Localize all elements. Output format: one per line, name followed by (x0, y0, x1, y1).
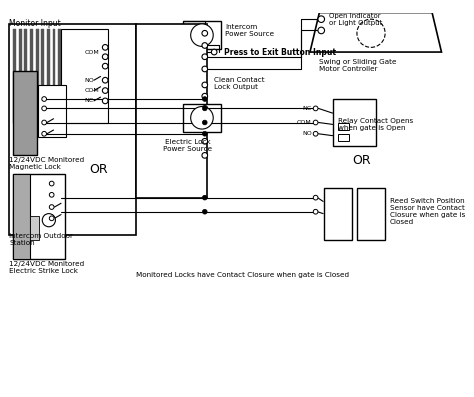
Bar (13, 210, 41, 231)
Circle shape (102, 44, 108, 50)
Bar (19, 29, 22, 123)
Circle shape (49, 193, 54, 197)
Text: 12/24VDC Monitored
Electric Strike Lock: 12/24VDC Monitored Electric Strike Lock (9, 260, 85, 274)
Text: Swing or Sliding Gate
Motor Controller: Swing or Sliding Gate Motor Controller (319, 59, 397, 71)
Text: NC: NC (84, 98, 94, 103)
Text: COM: COM (84, 50, 99, 54)
Circle shape (191, 106, 213, 129)
Circle shape (202, 119, 208, 125)
Bar (9, 24, 136, 235)
Bar (338, 123, 349, 130)
Text: OR: OR (352, 154, 371, 167)
Circle shape (202, 106, 207, 111)
Bar (30, 29, 33, 123)
Bar (53, 29, 55, 123)
Circle shape (102, 88, 108, 93)
Polygon shape (310, 13, 441, 52)
Circle shape (313, 106, 318, 111)
Bar (47, 29, 50, 123)
Bar (183, 104, 221, 132)
Circle shape (102, 98, 108, 104)
Text: Intercom
Power Source: Intercom Power Source (226, 24, 274, 37)
Bar (13, 174, 65, 259)
Circle shape (202, 96, 207, 101)
Circle shape (202, 31, 208, 36)
Bar (357, 188, 385, 240)
Circle shape (202, 66, 208, 72)
Circle shape (49, 216, 54, 221)
Bar (37, 85, 66, 137)
Circle shape (202, 42, 208, 48)
Circle shape (42, 120, 46, 125)
Circle shape (202, 93, 208, 99)
Text: 12/24VDC Monitored
Magnetic Lock: 12/24VDC Monitored Magnetic Lock (9, 157, 85, 170)
Text: Relay Contact Opens
when gate is Open: Relay Contact Opens when gate is Open (338, 118, 413, 131)
Circle shape (202, 195, 207, 200)
Circle shape (313, 120, 318, 125)
Bar (136, 24, 207, 198)
Text: Intercom Outdoor
Station: Intercom Outdoor Station (9, 233, 73, 247)
Text: Clean Contact
Lock Output: Clean Contact Lock Output (214, 77, 265, 90)
Bar (334, 99, 376, 146)
Circle shape (102, 77, 108, 83)
Bar (61, 29, 108, 123)
Circle shape (42, 131, 46, 136)
Circle shape (313, 195, 318, 200)
Circle shape (202, 82, 208, 88)
Text: Open Indicator
or Light Output: Open Indicator or Light Output (329, 13, 382, 26)
Text: Reed Switch Position
Sensor have Contact
Closure when gate is
Closed: Reed Switch Position Sensor have Contact… (390, 198, 465, 225)
Bar (41, 29, 44, 123)
Text: COM: COM (84, 88, 99, 93)
Bar (36, 29, 38, 123)
Text: Monitored Locks have Contact Closure when gate is Closed: Monitored Locks have Contact Closure whe… (136, 272, 349, 278)
Text: COM: COM (297, 120, 312, 125)
Circle shape (202, 120, 207, 125)
Text: NO: NO (84, 78, 94, 83)
Circle shape (49, 205, 54, 209)
Bar (338, 134, 349, 141)
Circle shape (49, 181, 54, 186)
Circle shape (42, 214, 55, 227)
Text: OR: OR (89, 163, 108, 176)
Text: Press to Exit Button Input: Press to Exit Button Input (224, 48, 336, 56)
Circle shape (357, 19, 385, 47)
Bar (30, 216, 39, 240)
Circle shape (202, 106, 208, 111)
Bar (324, 188, 352, 240)
Text: Monitor Input: Monitor Input (9, 19, 61, 28)
Circle shape (42, 106, 46, 111)
Circle shape (202, 209, 207, 214)
Bar (58, 29, 61, 123)
Circle shape (211, 49, 217, 55)
Text: NO: NO (302, 131, 312, 136)
Bar (13, 174, 30, 259)
Bar (25, 29, 27, 123)
Circle shape (318, 27, 325, 34)
Text: Electric Lock
Power Source: Electric Lock Power Source (164, 139, 212, 152)
Circle shape (202, 139, 208, 144)
Circle shape (42, 96, 46, 101)
Text: NC: NC (303, 106, 312, 111)
Circle shape (202, 54, 208, 60)
Circle shape (102, 54, 108, 60)
Circle shape (202, 131, 207, 136)
Circle shape (318, 16, 325, 23)
Circle shape (191, 24, 213, 46)
Bar (183, 21, 221, 49)
Bar (13, 29, 16, 123)
Circle shape (313, 209, 318, 214)
Circle shape (313, 131, 318, 136)
Circle shape (102, 64, 108, 69)
Circle shape (202, 152, 208, 158)
Bar (13, 71, 36, 155)
